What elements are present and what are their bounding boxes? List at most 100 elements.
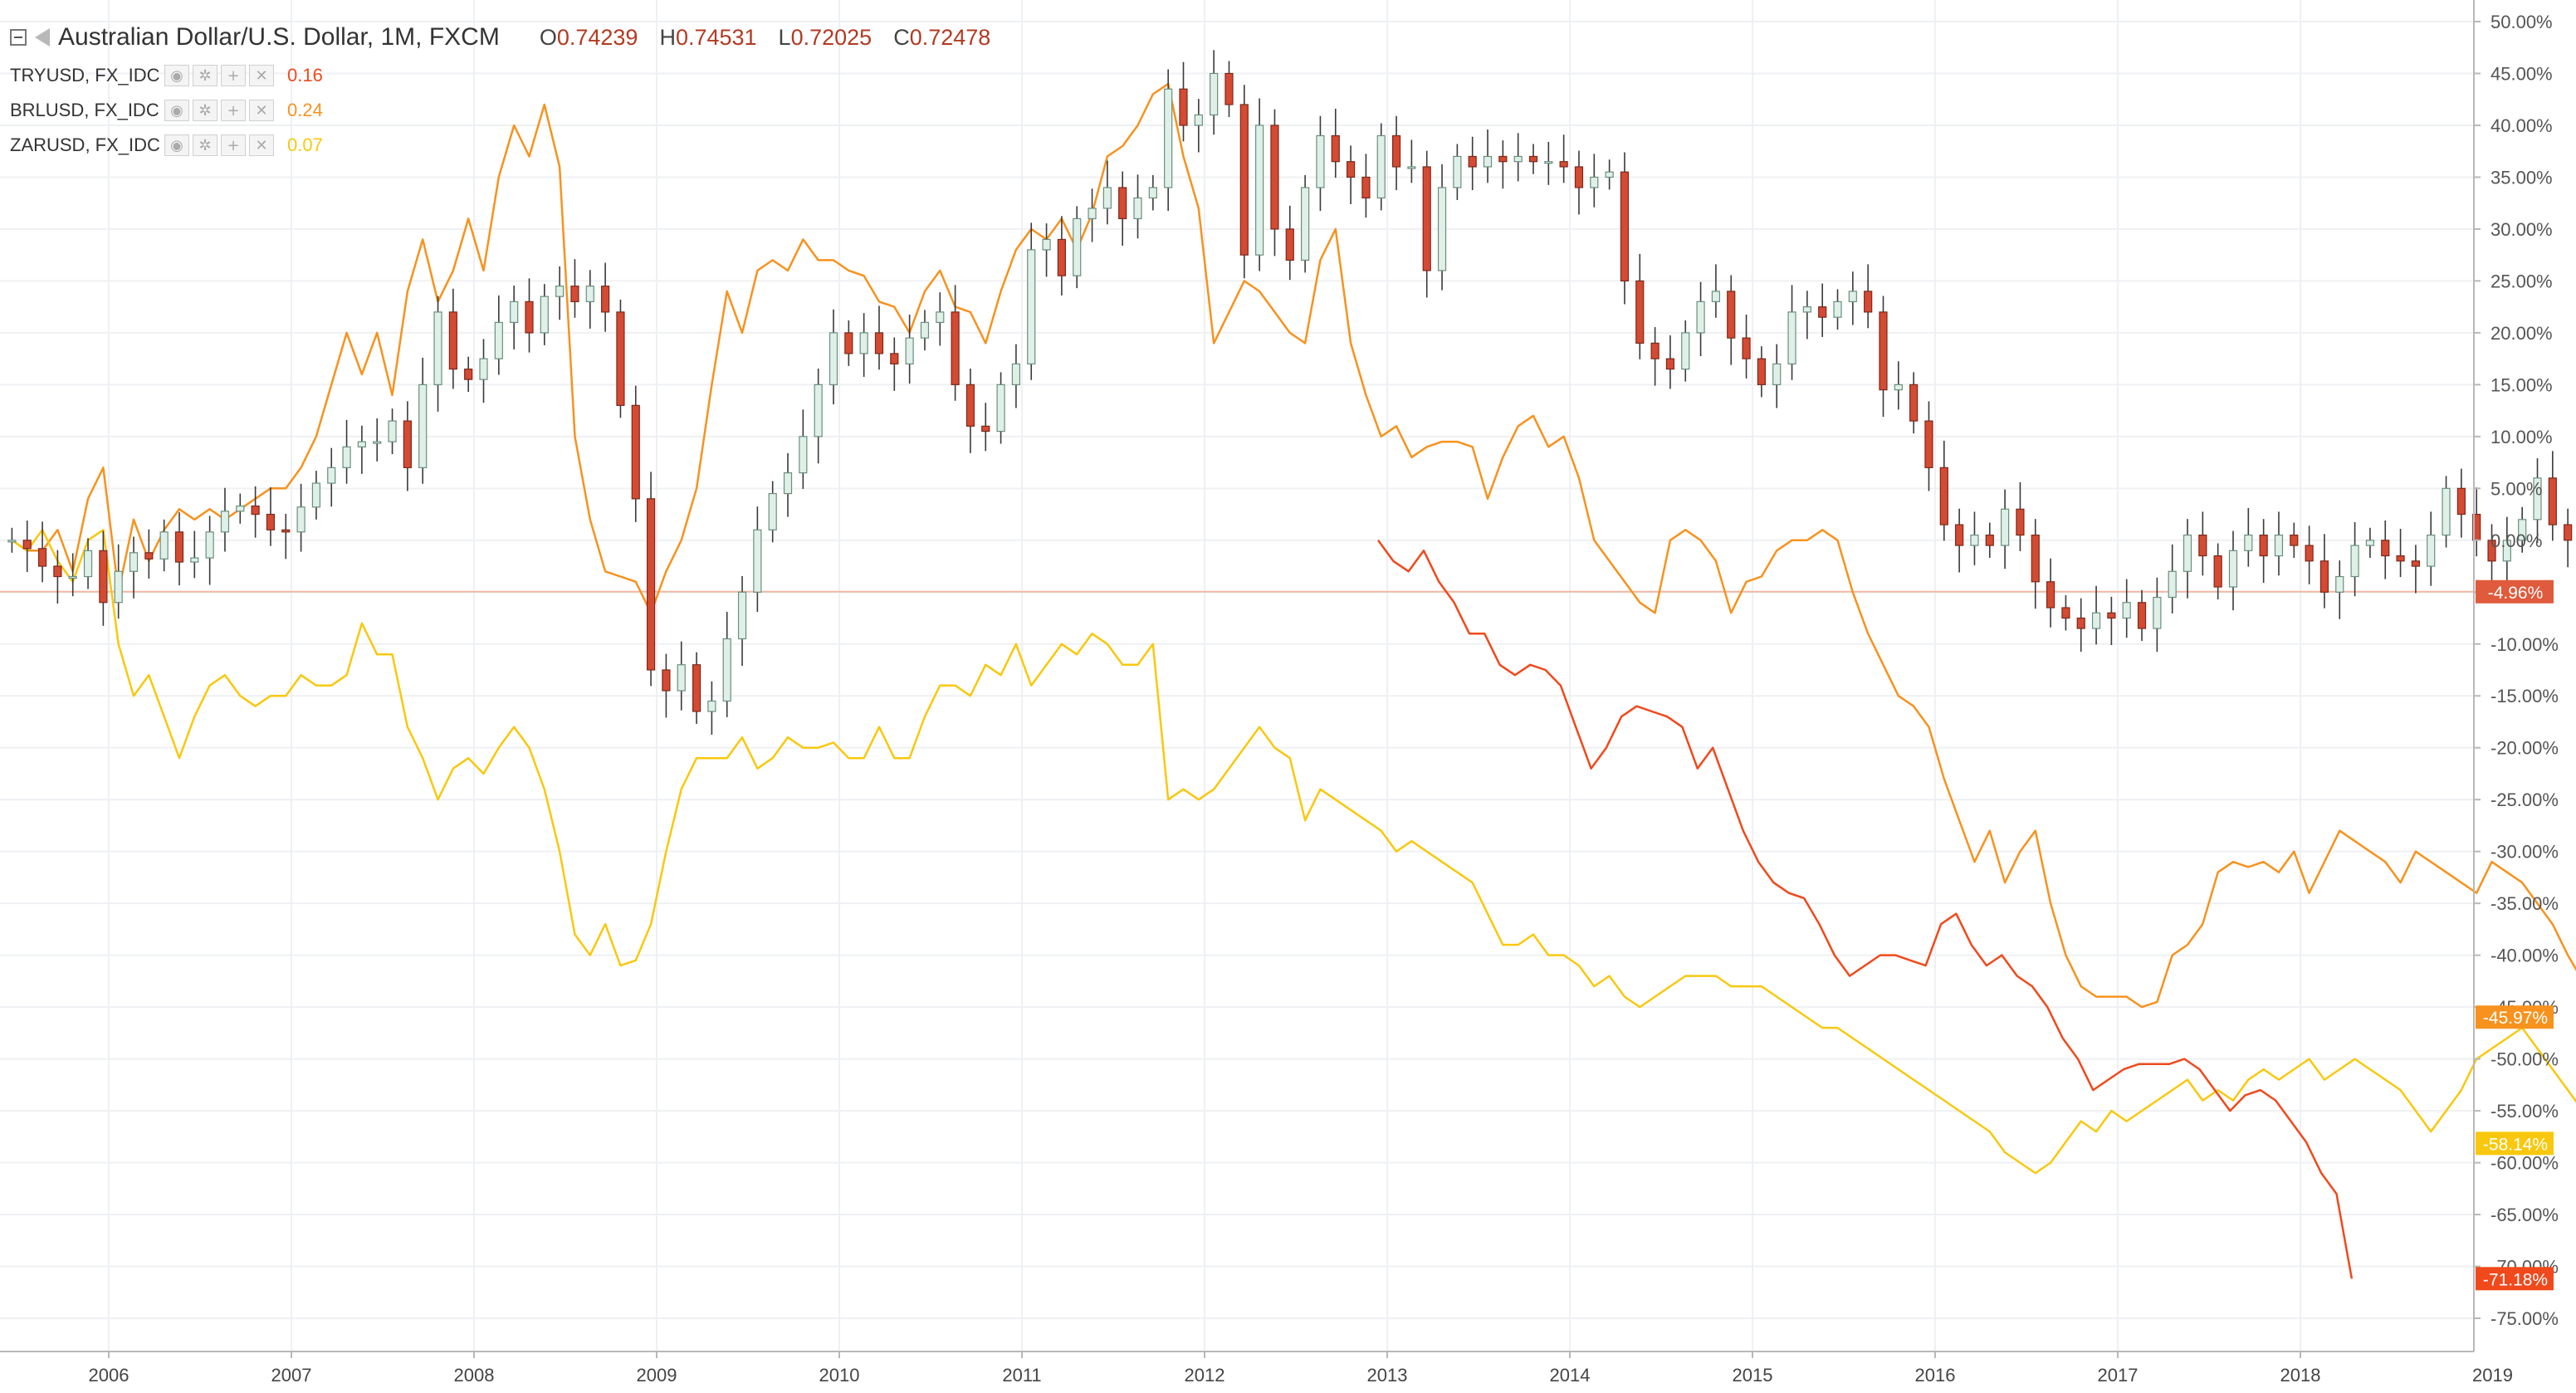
close-icon[interactable]: ✕ <box>249 100 274 121</box>
candle-down <box>2411 560 2421 567</box>
symbol-flag-icon[interactable] <box>35 28 50 46</box>
candle-up <box>83 550 93 578</box>
high-value: H0.74531 <box>659 24 757 50</box>
indicator-value-zarusd: 0.07 <box>287 134 323 155</box>
settings-icon[interactable]: ✲ <box>193 65 218 86</box>
candle-down <box>631 404 640 500</box>
candle-down <box>144 552 154 560</box>
symbol-title[interactable]: Australian Dollar/U.S. Dollar, 1M, FXCM <box>58 23 500 51</box>
close-icon[interactable]: ✕ <box>249 65 274 86</box>
series-line-brlusd <box>11 82 2576 1009</box>
y-tick-label: -35.00% <box>2490 893 2559 914</box>
candle-up <box>1042 238 1051 251</box>
candle-up <box>2442 487 2451 536</box>
candle-up <box>159 531 169 560</box>
y-tick-label: 30.00% <box>2490 219 2553 240</box>
time-axis[interactable]: 2006 2007 2008 2009 2010 2011 2012 2013 2014 2015… <box>0 1351 2513 1386</box>
candle-up <box>799 436 808 474</box>
candle-up <box>2091 612 2101 629</box>
x-tick-label: 2011 <box>1002 1365 1041 1386</box>
candle-up <box>540 296 549 334</box>
candle-down <box>22 540 32 550</box>
candle-down <box>2290 534 2299 546</box>
candle-down <box>951 311 960 385</box>
price-label-box <box>2476 1267 2554 1291</box>
indicator-name-brlusd[interactable]: BRLUSD, FX_IDC <box>10 100 174 121</box>
eye-icon[interactable]: ◉ <box>164 65 189 86</box>
indicator-name-zarusd[interactable]: ZARUSD, FX_IDC <box>10 134 175 156</box>
candle-down <box>464 369 473 380</box>
price-label-text: -45.97% <box>2483 1009 2548 1028</box>
candle-up <box>2502 540 2511 562</box>
candle-down <box>2564 524 2573 541</box>
indicator-name-tryusd[interactable]: TRYUSD, FX_IDC <box>10 65 175 86</box>
candle-up <box>220 511 230 533</box>
candle-up <box>905 337 914 364</box>
candle-down <box>1985 534 1994 546</box>
candle-down <box>1864 291 1873 313</box>
eye-icon[interactable]: ◉ <box>164 100 189 121</box>
main-series-legend: Australian Dollar/U.S. Dollar, 1M, FXCM … <box>10 17 1012 58</box>
candle-down <box>2046 581 2055 609</box>
chart-legend: Australian Dollar/U.S. Dollar, 1M, FXCM … <box>10 17 1012 163</box>
settings-icon[interactable]: ✲ <box>193 134 218 156</box>
candle-down <box>2319 560 2329 593</box>
y-tick-label: 35.00% <box>2490 167 2553 188</box>
candle-up <box>68 575 77 579</box>
candle-up <box>1027 249 1036 364</box>
add-icon[interactable]: + <box>221 134 246 156</box>
settings-icon[interactable]: ✲ <box>193 100 218 121</box>
y-tick-label: -25.00% <box>2490 789 2559 810</box>
candle-up <box>311 482 321 508</box>
x-tick-label: 2019 <box>2472 1365 2513 1386</box>
x-tick-label: 2018 <box>2280 1365 2321 1386</box>
candle-down <box>251 505 260 516</box>
candle-up <box>342 446 351 468</box>
collapse-icon[interactable] <box>10 29 27 46</box>
candle-up <box>114 570 123 604</box>
candle-up <box>433 311 442 385</box>
open-value: O0.74239 <box>539 24 638 50</box>
candle-down <box>2305 545 2314 562</box>
candle-down <box>2016 508 2025 536</box>
candle-up <box>1802 306 1811 313</box>
candle-up <box>737 591 747 640</box>
x-tick-label: 2015 <box>1733 1365 1773 1386</box>
candle-down <box>2259 534 2268 557</box>
candle-up <box>1255 125 1264 256</box>
y-tick-label: -10.00% <box>2490 634 2559 655</box>
price-label-box <box>2476 1132 2554 1156</box>
candle-up <box>829 332 838 385</box>
candle-down <box>965 384 975 427</box>
candle-up <box>1848 291 1857 302</box>
candle-up <box>1164 88 1173 188</box>
add-icon[interactable]: + <box>221 100 246 121</box>
candle-down <box>2107 612 2116 619</box>
candle-up <box>1483 155 1493 168</box>
candle-down <box>1422 166 1431 271</box>
y-tick-label: 5.00% <box>2490 478 2542 499</box>
y-tick-label: 40.00% <box>2490 115 2553 136</box>
candle-down <box>2456 487 2466 516</box>
eye-icon[interactable]: ◉ <box>164 134 189 156</box>
price-label: -4.96% <box>2476 579 2554 604</box>
add-icon[interactable]: + <box>221 65 246 86</box>
candle-up <box>236 505 245 512</box>
candle-down <box>53 565 62 578</box>
price-label-text: -4.96% <box>2488 584 2544 603</box>
candle-down <box>1057 238 1066 276</box>
candle-down <box>1955 524 1964 546</box>
low-value: L0.72025 <box>778 24 873 50</box>
candle-down <box>1391 134 1401 168</box>
candle-down <box>2061 607 2070 619</box>
candle-up <box>585 286 594 302</box>
candle-down <box>601 286 610 313</box>
candle-up <box>1544 161 1553 164</box>
candle-down <box>2198 534 2207 557</box>
price-axis[interactable]: 50.00% 45.00% 40.00% 35.00% 30.00% 25.00% 20.0… <box>2473 0 2559 1351</box>
y-tick-label: -30.00% <box>2490 842 2559 863</box>
candle-up <box>1833 301 1842 318</box>
candle-up <box>2533 477 2542 521</box>
close-icon[interactable]: ✕ <box>249 134 274 156</box>
